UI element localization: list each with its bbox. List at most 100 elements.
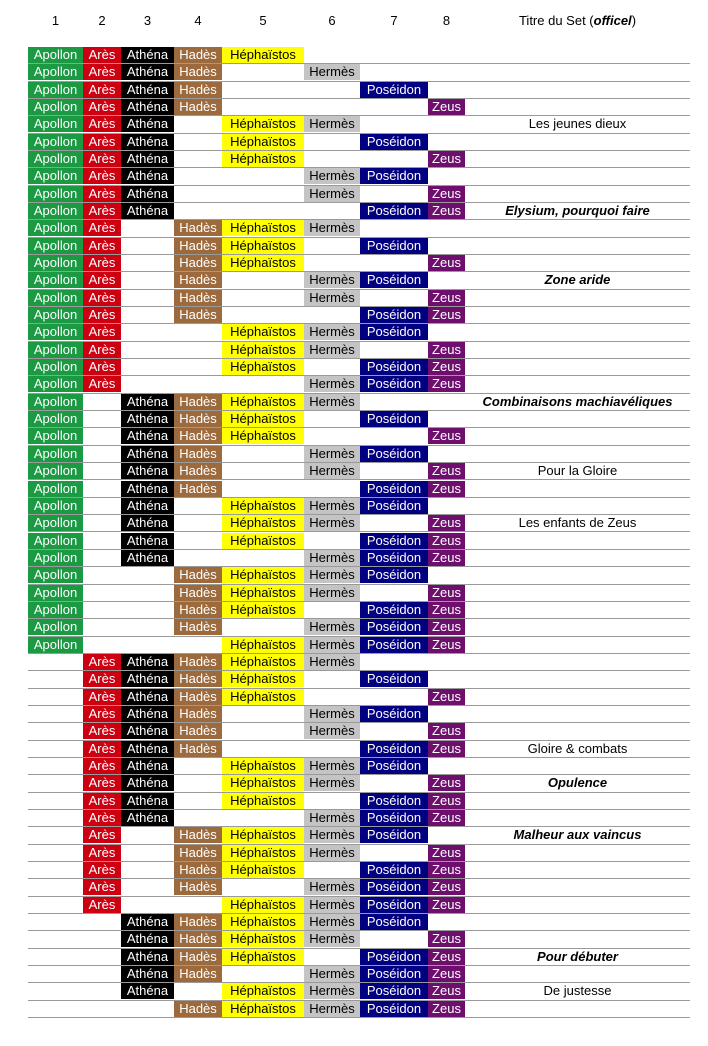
god-cell: Poséidon bbox=[360, 168, 428, 185]
god-cell: Héphaïstos bbox=[222, 896, 304, 913]
god-cell: Poséidon bbox=[360, 549, 428, 566]
god-cell: Zeus bbox=[428, 151, 465, 168]
row-rule bbox=[28, 912, 690, 914]
god-cell: Apollon bbox=[28, 47, 83, 63]
god-cell: Athéna bbox=[121, 653, 174, 670]
god-cell: Arès bbox=[83, 133, 121, 150]
god-cell: Zeus bbox=[428, 740, 465, 757]
god-cell: Poséidon bbox=[360, 133, 428, 150]
god-cell: Athéna bbox=[121, 757, 174, 774]
god-cell: Poséidon bbox=[360, 914, 428, 930]
row-rule bbox=[28, 444, 690, 446]
god-cell: Poséidon bbox=[360, 307, 428, 324]
god-cell: Hadès bbox=[174, 584, 222, 601]
god-cell: Athéna bbox=[121, 463, 174, 480]
row-rule bbox=[28, 826, 690, 828]
god-cell: Poséidon bbox=[360, 966, 428, 983]
god-cell: Arès bbox=[83, 64, 121, 81]
god-cell: Héphaïstos bbox=[222, 914, 304, 930]
god-cell: Poséidon bbox=[360, 601, 428, 618]
row-rule bbox=[28, 860, 690, 862]
row-rule bbox=[28, 150, 690, 151]
god-cell: Hadès bbox=[174, 827, 222, 844]
row-rule bbox=[28, 566, 690, 568]
god-cell: Héphaïstos bbox=[222, 532, 304, 549]
god-cell: Athéna bbox=[121, 81, 174, 98]
god-cell: Athéna bbox=[121, 47, 174, 63]
god-cell: Héphaïstos bbox=[222, 47, 304, 63]
god-cell: Hermès bbox=[304, 896, 360, 913]
row-rule bbox=[28, 583, 690, 585]
god-cell: Zeus bbox=[428, 948, 465, 965]
row-rule bbox=[28, 548, 690, 550]
god-cell: Arès bbox=[83, 861, 121, 878]
god-cell: Athéna bbox=[121, 723, 174, 740]
god-cell: Hermès bbox=[304, 168, 360, 185]
row-rule bbox=[28, 80, 690, 82]
row-rule bbox=[28, 999, 690, 1001]
god-cell: Hadès bbox=[174, 289, 222, 306]
god-cell: Zeus bbox=[428, 792, 465, 809]
row-rule bbox=[28, 618, 690, 620]
set-title: Opulence bbox=[547, 775, 608, 791]
god-cell: Apollon bbox=[28, 359, 83, 376]
god-cell: Apollon bbox=[28, 532, 83, 549]
god-cell: Arès bbox=[83, 237, 121, 254]
row-rule bbox=[28, 115, 690, 117]
row-rule bbox=[28, 514, 690, 516]
god-cell: Hadès bbox=[174, 567, 222, 584]
god-cell: Poséidon bbox=[360, 809, 428, 826]
god-cell: Héphaïstos bbox=[222, 757, 304, 774]
god-cell: Zeus bbox=[428, 983, 465, 1000]
god-cell: Athéna bbox=[121, 549, 174, 566]
god-cell: Hermès bbox=[304, 1000, 360, 1017]
set-title: Malheur aux vaincus bbox=[513, 827, 642, 843]
god-cell: Hadès bbox=[174, 237, 222, 254]
god-cell: Zeus bbox=[428, 966, 465, 983]
god-cell: Arès bbox=[83, 116, 121, 133]
god-cell: Héphaïstos bbox=[222, 948, 304, 965]
god-cell: Héphaïstos bbox=[222, 497, 304, 514]
god-cell: Apollon bbox=[28, 151, 83, 168]
god-cell: Arès bbox=[83, 879, 121, 896]
god-cell: Zeus bbox=[428, 619, 465, 636]
god-cell: Héphaïstos bbox=[222, 601, 304, 618]
god-cell: Hadès bbox=[174, 255, 222, 272]
god-cell: Hadès bbox=[174, 220, 222, 237]
god-cell: Arès bbox=[83, 896, 121, 913]
god-cell: Hermès bbox=[304, 844, 360, 861]
god-cell: Poséidon bbox=[360, 705, 428, 722]
god-cell: Apollon bbox=[28, 307, 83, 324]
god-cell: Apollon bbox=[28, 272, 83, 289]
god-cell: Hermès bbox=[304, 272, 360, 289]
god-cell: Hadès bbox=[174, 64, 222, 81]
god-cell: Arès bbox=[83, 757, 121, 774]
god-cell: Arès bbox=[83, 376, 121, 393]
god-cell: Apollon bbox=[28, 497, 83, 514]
row-rule bbox=[28, 219, 690, 221]
god-cell: Héphaïstos bbox=[222, 428, 304, 445]
row-rule bbox=[28, 964, 690, 966]
god-cell: Hermès bbox=[304, 376, 360, 393]
god-cell: Arès bbox=[83, 671, 121, 688]
god-cell: Hadès bbox=[174, 307, 222, 324]
god-cell: Hadès bbox=[174, 723, 222, 740]
god-cell: Arès bbox=[83, 740, 121, 757]
god-cell: Arès bbox=[83, 792, 121, 809]
column-header: 2 bbox=[98, 13, 106, 28]
row-rule bbox=[28, 930, 690, 932]
row-rule bbox=[28, 531, 690, 533]
god-cell: Hadès bbox=[174, 966, 222, 983]
row-rule bbox=[28, 496, 690, 498]
god-cell: Héphaïstos bbox=[222, 220, 304, 237]
god-cell: Apollon bbox=[28, 549, 83, 566]
god-cell: Hermès bbox=[304, 636, 360, 653]
god-cell: Hermès bbox=[304, 289, 360, 306]
row-rule bbox=[28, 358, 690, 360]
god-cell: Héphaïstos bbox=[222, 116, 304, 133]
god-cell: Héphaïstos bbox=[222, 324, 304, 341]
god-cell: Athéna bbox=[121, 168, 174, 185]
row-rule bbox=[28, 739, 690, 741]
title-header: Titre du Set (officel) bbox=[465, 13, 690, 29]
